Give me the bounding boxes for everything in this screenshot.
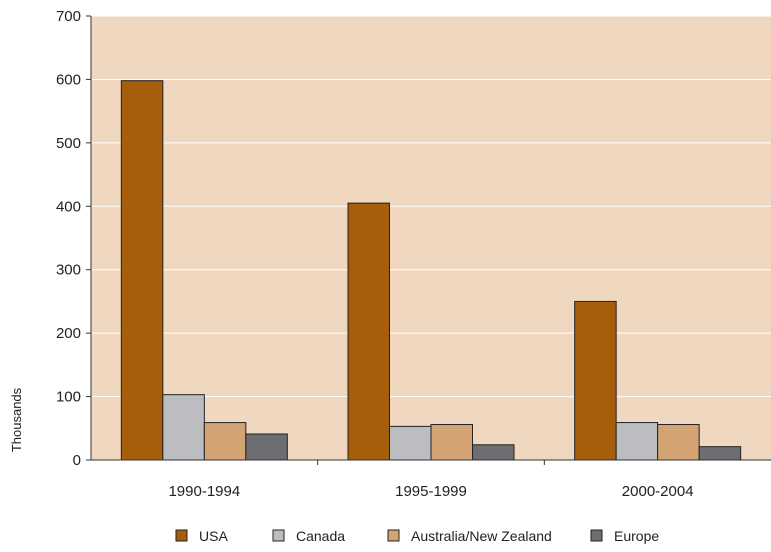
bar-europe-2 (698, 446, 742, 461)
legend-label: USA (199, 528, 228, 544)
bar-canada-0 (162, 394, 205, 461)
y-tick-label: 400 (56, 198, 81, 215)
y-tick-label: 300 (56, 262, 81, 279)
bar-usa-1 (347, 202, 390, 461)
bar-australia-new-zealand-1 (430, 423, 473, 461)
y-axis-ticks: 0 100 200 300 400 500 600 700 (56, 8, 91, 469)
bar-australia-new-zealand-2 (657, 423, 700, 461)
bar-europe-0 (245, 433, 288, 461)
legend-swatch (387, 529, 400, 542)
x-tick-label: 1990-1994 (168, 483, 240, 500)
bar-usa-0 (120, 80, 164, 461)
legend-swatch (175, 529, 188, 542)
y-tick-label: 600 (56, 71, 81, 88)
y-tick-label: 200 (56, 325, 81, 342)
bars (120, 80, 742, 461)
bar-canada-1 (389, 425, 432, 461)
bar-usa-2 (574, 300, 617, 461)
plot-background (91, 16, 771, 460)
legend-swatch (590, 529, 603, 542)
legend-label: Europe (614, 528, 659, 544)
bar-australia-new-zealand-0 (203, 422, 247, 461)
legend-swatch (272, 529, 285, 542)
bar-canada-2 (615, 422, 659, 461)
y-tick-label: 100 (56, 389, 81, 406)
legend: USA Canada Australia/New Zealand Europe (175, 528, 659, 544)
x-axis-ticks: 1990-1994 1995-1999 2000-2004 (168, 460, 694, 500)
x-tick-label: 2000-2004 (622, 483, 694, 500)
gridlines (91, 15, 771, 398)
y-axis-title: Thousands (9, 387, 24, 452)
legend-label: Australia/New Zealand (411, 528, 552, 544)
y-tick-label: 700 (56, 8, 81, 25)
y-tick-label: 0 (73, 452, 81, 469)
y-tick-label: 500 (56, 135, 81, 152)
x-tick-label: 1995-1999 (395, 483, 467, 500)
legend-label: Canada (296, 528, 345, 544)
bar-europe-1 (472, 444, 515, 461)
